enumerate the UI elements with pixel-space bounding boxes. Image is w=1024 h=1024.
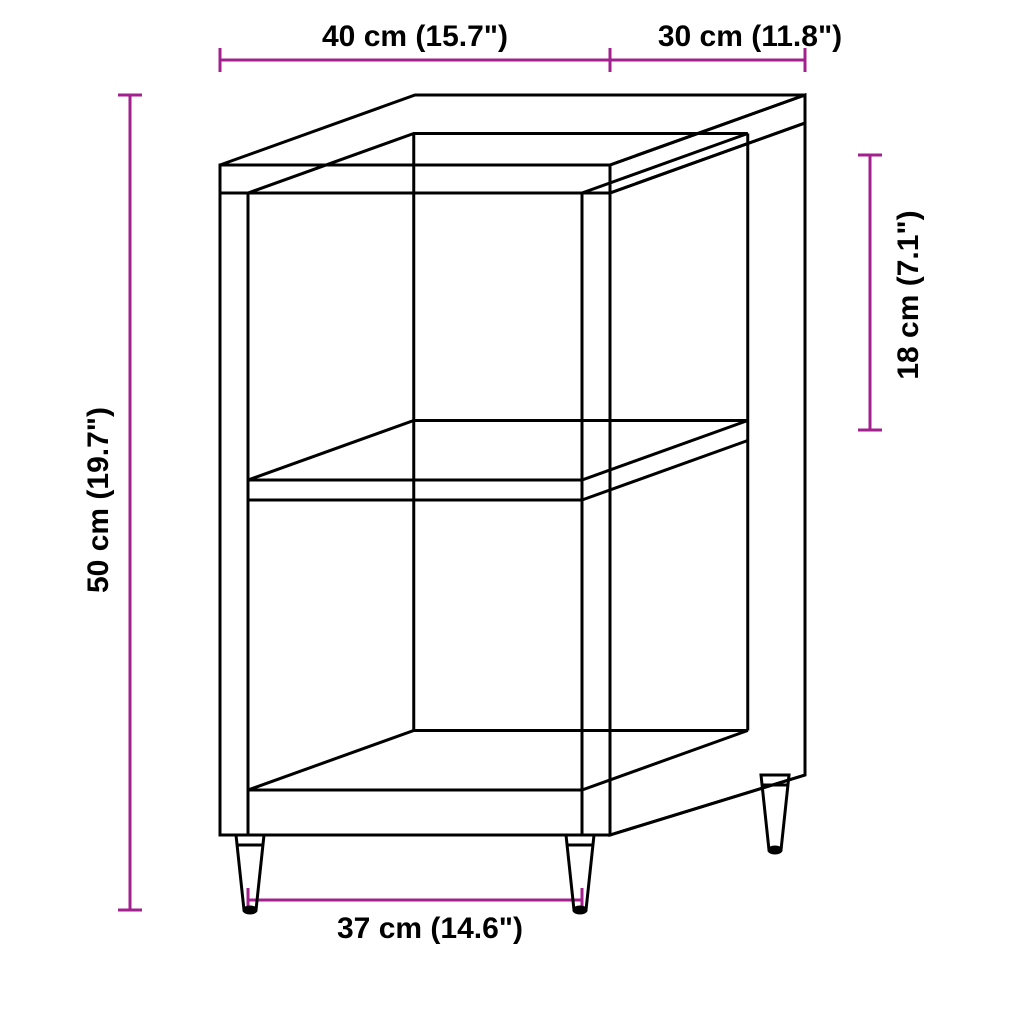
dim-width-label: 40 cm (15.7") xyxy=(322,20,508,53)
dim-shelf-height-label: 18 cm (7.1") xyxy=(892,210,925,379)
dim-depth-label: 30 cm (11.8") xyxy=(658,20,842,53)
dim-inner-width-label: 37 cm (14.6") xyxy=(337,912,523,945)
dim-height-label: 50 cm (19.7") xyxy=(82,407,115,593)
